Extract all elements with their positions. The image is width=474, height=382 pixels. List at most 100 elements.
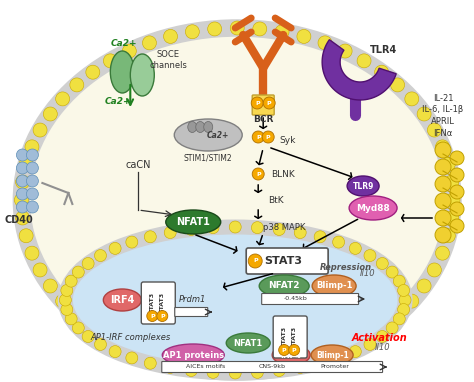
Text: CD40: CD40 [4, 215, 33, 225]
Circle shape [428, 123, 441, 137]
Circle shape [297, 29, 311, 44]
Circle shape [27, 149, 38, 161]
Circle shape [126, 352, 138, 364]
Circle shape [109, 243, 121, 254]
Circle shape [17, 149, 28, 161]
Circle shape [208, 364, 222, 378]
Circle shape [17, 201, 28, 213]
Circle shape [294, 361, 306, 374]
Circle shape [398, 285, 410, 296]
Text: Ca2+: Ca2+ [111, 39, 137, 48]
Circle shape [16, 175, 29, 189]
Circle shape [450, 202, 464, 216]
Circle shape [17, 175, 28, 187]
Circle shape [94, 338, 107, 350]
Text: NFAT1: NFAT1 [176, 217, 210, 227]
Text: P: P [267, 100, 272, 105]
Circle shape [393, 313, 405, 325]
Ellipse shape [188, 121, 197, 133]
Circle shape [86, 321, 100, 335]
Text: STAT3: STAT3 [292, 325, 297, 346]
Ellipse shape [272, 345, 310, 365]
Circle shape [273, 364, 285, 377]
Circle shape [143, 36, 156, 50]
Ellipse shape [259, 275, 309, 297]
Circle shape [445, 175, 459, 189]
Ellipse shape [347, 176, 379, 196]
Circle shape [43, 107, 57, 121]
Text: P: P [256, 134, 261, 139]
Circle shape [386, 266, 398, 278]
Ellipse shape [226, 333, 270, 353]
Circle shape [61, 285, 73, 296]
Text: Promoter: Promoter [321, 364, 349, 369]
FancyBboxPatch shape [262, 293, 359, 304]
Text: STAT3: STAT3 [150, 291, 155, 312]
Circle shape [126, 236, 138, 248]
Circle shape [27, 175, 38, 187]
Ellipse shape [312, 275, 356, 297]
Circle shape [376, 330, 388, 343]
Text: Blimp-1: Blimp-1 [316, 282, 352, 290]
Circle shape [14, 193, 28, 207]
Circle shape [364, 249, 376, 262]
Circle shape [185, 361, 200, 375]
Circle shape [436, 246, 449, 260]
Circle shape [230, 21, 244, 35]
Circle shape [450, 185, 464, 199]
Circle shape [376, 257, 388, 269]
Circle shape [59, 294, 72, 306]
FancyBboxPatch shape [252, 95, 274, 115]
Text: TLR4: TLR4 [370, 45, 397, 55]
Circle shape [73, 266, 84, 278]
Circle shape [435, 210, 451, 226]
Circle shape [405, 294, 419, 308]
Circle shape [82, 330, 94, 343]
Circle shape [43, 279, 57, 293]
Circle shape [428, 263, 441, 277]
Text: P: P [160, 314, 164, 319]
Text: STAT3: STAT3 [264, 256, 302, 266]
Text: AP1-IRF complexes: AP1-IRF complexes [90, 332, 171, 342]
Circle shape [17, 162, 28, 174]
FancyBboxPatch shape [141, 282, 175, 324]
Circle shape [251, 366, 264, 379]
Circle shape [374, 65, 389, 79]
Text: CNS-9kb: CNS-9kb [259, 364, 286, 369]
Text: P: P [255, 100, 259, 105]
Circle shape [207, 366, 219, 379]
Ellipse shape [13, 21, 461, 379]
Circle shape [208, 22, 222, 36]
Circle shape [349, 346, 361, 358]
Ellipse shape [204, 121, 213, 133]
Circle shape [17, 188, 28, 200]
Ellipse shape [311, 345, 353, 365]
Ellipse shape [60, 224, 410, 376]
Circle shape [94, 249, 107, 262]
Circle shape [252, 131, 264, 143]
Text: P: P [266, 134, 271, 139]
Circle shape [398, 304, 410, 316]
Circle shape [374, 321, 389, 335]
Circle shape [65, 313, 77, 325]
Text: IL-21
IL-6, IL-1β
APRIL
IFNα: IL-21 IL-6, IL-1β APRIL IFNα [422, 94, 464, 138]
Text: AP1 proteins: AP1 proteins [163, 351, 224, 359]
Circle shape [207, 222, 219, 234]
Circle shape [338, 44, 352, 58]
Text: Il10: Il10 [375, 343, 391, 353]
Circle shape [435, 227, 451, 243]
Circle shape [262, 131, 274, 143]
Circle shape [27, 188, 38, 200]
Circle shape [294, 227, 306, 238]
Text: caCN: caCN [126, 160, 151, 170]
Text: Blimp-1: Blimp-1 [316, 351, 348, 359]
Ellipse shape [166, 210, 221, 234]
Text: -0.45kb: -0.45kb [283, 296, 307, 301]
Text: Prdm1: Prdm1 [179, 295, 206, 304]
Text: Activation: Activation [352, 333, 408, 343]
Circle shape [27, 201, 38, 213]
Circle shape [318, 36, 332, 50]
Text: P: P [282, 348, 286, 353]
Ellipse shape [349, 196, 397, 220]
Circle shape [253, 364, 267, 378]
